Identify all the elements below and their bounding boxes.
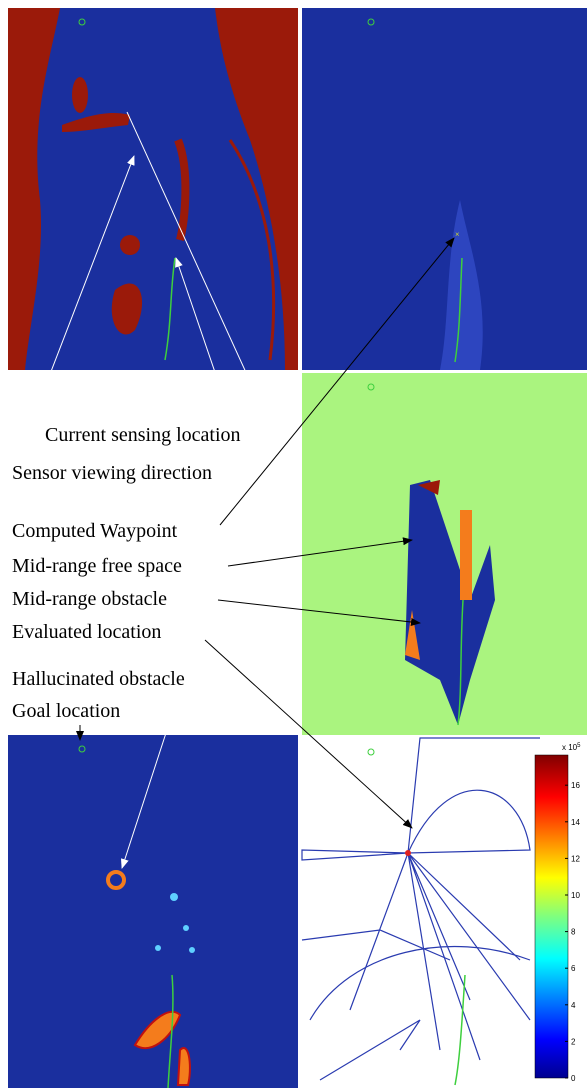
label: Computed Waypoint	[12, 520, 178, 542]
colorbar	[535, 755, 568, 1078]
colorbar-base: x 10	[562, 743, 578, 752]
label: Mid-range obstacle	[12, 588, 167, 610]
colorbar-tick-label: 12	[571, 854, 580, 863]
label: Goal location	[12, 700, 120, 722]
panel-occupancy	[8, 8, 298, 370]
colorbar-tick-label: 10	[571, 891, 580, 900]
panel-evaluation	[302, 373, 587, 735]
label: Mid-range free space	[12, 555, 182, 577]
figure: × x 105 0246810121416 Current sensing lo…	[0, 0, 587, 1091]
marker: ×	[455, 230, 460, 239]
colorbar-tick-label: 8	[571, 928, 576, 937]
label: Current sensing location	[45, 424, 241, 446]
label: Hallucinated obstacle	[12, 668, 185, 690]
colorbar-tick-label: 4	[571, 1001, 576, 1010]
colorbar-tick-label: 0	[571, 1074, 576, 1083]
panel-sensing: ×	[302, 8, 587, 370]
colorbar-tick-label: 16	[571, 781, 580, 790]
panel-hallucinated	[8, 735, 298, 1088]
colorbar-tick-label: 14	[571, 818, 580, 827]
label: Evaluated location	[12, 621, 161, 643]
colorbar-tick-label: 2	[571, 1037, 576, 1046]
colorbar-tick-label: 6	[571, 964, 576, 973]
label: Sensor viewing direction	[12, 462, 212, 484]
